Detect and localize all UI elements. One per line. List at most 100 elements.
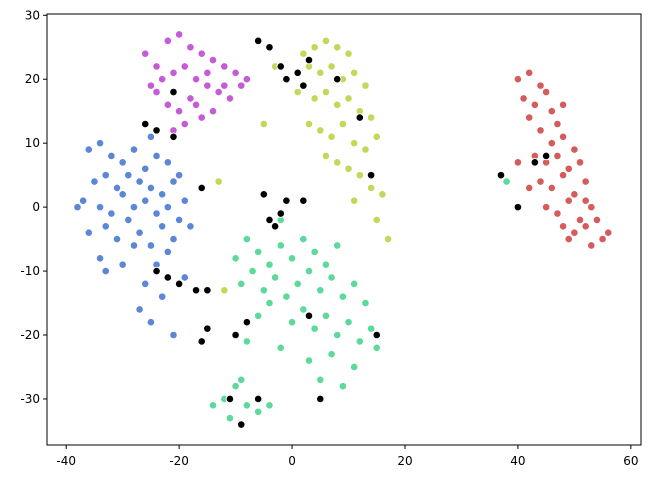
- scatter-point: [332, 42, 342, 52]
- x-tick-label: 60: [623, 454, 638, 468]
- scatter-point: [236, 375, 246, 385]
- scatter-point: [349, 68, 359, 78]
- scatter-point: [321, 311, 331, 321]
- scatter-point: [118, 158, 127, 167]
- scatter-point: [163, 202, 173, 212]
- scatter-point: [344, 49, 353, 58]
- scatter-point: [592, 215, 602, 225]
- scatter-point: [570, 228, 579, 237]
- scatter-point: [214, 87, 223, 97]
- scatter-point: [338, 119, 348, 129]
- scatter-point: [157, 74, 167, 84]
- scatter-point: [287, 317, 297, 327]
- scatter-point: [547, 138, 557, 148]
- scatter-point: [287, 253, 297, 263]
- scatter-point: [366, 183, 376, 193]
- scatter-point: [366, 113, 376, 122]
- scatter-point: [344, 164, 353, 174]
- scatter-point: [95, 138, 105, 148]
- scatter-point: [231, 253, 240, 263]
- scatter-point: [253, 394, 263, 404]
- scatter-point: [180, 62, 190, 71]
- scatter-point: [270, 222, 280, 231]
- scatter-point: [519, 94, 528, 103]
- scatter-point: [169, 234, 178, 244]
- scatter-point: [276, 209, 286, 218]
- scatter-point: [541, 87, 551, 97]
- scatter-point: [299, 234, 308, 244]
- scatter-point: [242, 74, 252, 84]
- scatter-point: [163, 36, 173, 46]
- scatter-point: [315, 375, 325, 385]
- scatter-point: [186, 222, 195, 231]
- scatter-point: [112, 183, 122, 193]
- scatter-point: [219, 62, 229, 71]
- scatter-point: [293, 279, 302, 289]
- y-tick-label: 10: [25, 136, 40, 150]
- scatter-point: [191, 100, 201, 110]
- scatter-point: [146, 132, 156, 142]
- scatter-point: [118, 260, 127, 269]
- y-tick-label: -30: [20, 392, 40, 406]
- scatter-point: [107, 151, 116, 161]
- scatter-point: [570, 190, 579, 199]
- scatter-point: [310, 94, 319, 103]
- scatter-point: [524, 113, 534, 122]
- scatter-point: [135, 305, 144, 314]
- scatter-point: [299, 196, 308, 206]
- x-tick-label: 0: [288, 454, 296, 468]
- scatter-point: [157, 292, 167, 301]
- scatter-point: [78, 196, 88, 206]
- scatter-point: [140, 49, 150, 58]
- scatter-point: [355, 337, 365, 346]
- scatter-point: [180, 273, 190, 282]
- scatter-point: [547, 106, 557, 116]
- scatter-point: [299, 81, 308, 90]
- scatter-point: [208, 55, 218, 65]
- x-tick-label: -40: [56, 454, 76, 468]
- scatter-point: [361, 145, 370, 154]
- scatter-point: [101, 266, 111, 276]
- scatter-point: [570, 145, 579, 154]
- scatter-point: [513, 202, 523, 212]
- scatter-point: [321, 260, 331, 269]
- scatter-point: [293, 68, 302, 78]
- scatter-point: [587, 202, 596, 212]
- scatter-point: [310, 247, 319, 257]
- scatter-point: [558, 222, 568, 231]
- x-tick-label: 40: [510, 454, 525, 468]
- scatter-point: [129, 145, 139, 154]
- scatter-point: [276, 343, 286, 353]
- scatter-point: [95, 202, 105, 212]
- scatter-point: [107, 209, 116, 218]
- scatter-point: [146, 241, 156, 250]
- scatter-point: [265, 298, 274, 308]
- scatter-point: [310, 42, 319, 52]
- scatter-point: [276, 241, 286, 250]
- scatter-point: [152, 126, 161, 135]
- scatter-point: [558, 170, 568, 180]
- scatter-point: [101, 170, 111, 180]
- scatter-point: [197, 49, 207, 58]
- y-tick-label: 20: [25, 72, 40, 86]
- scatter-point: [530, 100, 540, 110]
- scatter-point: [327, 349, 336, 359]
- scatter-point: [299, 49, 308, 58]
- scatter-point: [208, 106, 218, 116]
- scatter-point: [197, 113, 207, 122]
- scatter-point: [315, 68, 325, 78]
- scatter-point: [581, 222, 590, 231]
- y-tick-label: 30: [25, 8, 40, 22]
- scatter-point: [304, 311, 314, 321]
- scatter-point: [265, 215, 274, 225]
- scatter-point: [214, 177, 223, 186]
- scatter-point: [174, 279, 184, 289]
- scatter-point: [265, 401, 274, 410]
- scatter-point: [73, 202, 82, 212]
- scatter-point: [564, 234, 574, 244]
- scatter-point: [231, 381, 240, 391]
- scatter-point: [169, 87, 178, 97]
- scatter-point: [180, 196, 190, 206]
- scatter-point: [163, 100, 173, 110]
